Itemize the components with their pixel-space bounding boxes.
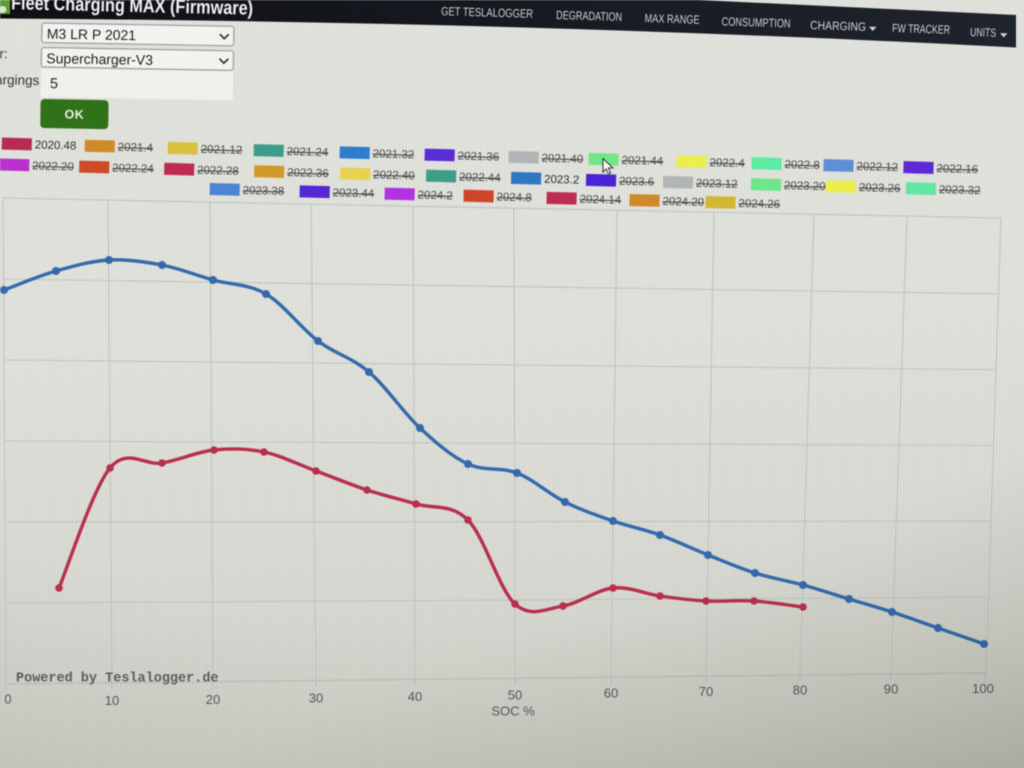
svg-text:GET TESLALOGGER: GET TESLALOGGER bbox=[441, 4, 534, 21]
svg-text:2024.26: 2024.26 bbox=[738, 198, 780, 211]
svg-text:DEGRADATION: DEGRADATION bbox=[556, 8, 622, 24]
svg-text:100: 100 bbox=[972, 681, 994, 696]
svg-text:2023.32: 2023.32 bbox=[939, 184, 981, 197]
svg-text:2022.4: 2022.4 bbox=[709, 157, 745, 170]
svg-text:2024.20: 2024.20 bbox=[662, 196, 704, 209]
svg-text:2022.8: 2022.8 bbox=[784, 159, 819, 172]
svg-text:CONSUMPTION: CONSUMPTION bbox=[721, 14, 790, 30]
svg-text:2022.28: 2022.28 bbox=[197, 165, 239, 178]
svg-text:5: 5 bbox=[50, 76, 58, 92]
svg-text:CHARGING: CHARGING bbox=[810, 18, 866, 34]
svg-text:r:: r: bbox=[0, 46, 8, 61]
svg-text:80: 80 bbox=[793, 683, 807, 698]
svg-text:2022.12: 2022.12 bbox=[856, 161, 898, 174]
svg-text:2023.20: 2023.20 bbox=[784, 180, 826, 193]
svg-text:10: 10 bbox=[105, 693, 119, 708]
svg-text:2023.38: 2023.38 bbox=[243, 185, 285, 198]
svg-text:Number of chargings: Number of chargings bbox=[0, 71, 40, 88]
svg-text:2022.40: 2022.40 bbox=[373, 169, 415, 182]
svg-text:Fleet Charging MAX (Firmware): Fleet Charging MAX (Firmware) bbox=[11, 0, 253, 20]
svg-text:50: 50 bbox=[508, 688, 522, 703]
svg-text:2023.6: 2023.6 bbox=[619, 176, 654, 189]
svg-text:SOC %: SOC % bbox=[491, 704, 535, 719]
svg-text:2022.24: 2022.24 bbox=[112, 162, 154, 175]
svg-text:2024.2: 2024.2 bbox=[417, 189, 452, 202]
svg-text:FW TRACKER: FW TRACKER bbox=[892, 21, 951, 37]
svg-text:2020.48: 2020.48 bbox=[35, 139, 77, 152]
svg-text:Powered by Teslalogger.de: Powered by Teslalogger.de bbox=[16, 672, 219, 687]
svg-text:2022.44: 2022.44 bbox=[459, 172, 501, 185]
svg-text:70: 70 bbox=[699, 684, 713, 699]
svg-text:2022.20: 2022.20 bbox=[32, 160, 74, 173]
svg-text:2022.36: 2022.36 bbox=[287, 167, 329, 180]
svg-text:0: 0 bbox=[4, 692, 11, 707]
svg-text:2021.32: 2021.32 bbox=[373, 148, 415, 161]
svg-text:2021.40: 2021.40 bbox=[541, 153, 583, 166]
svg-text:40: 40 bbox=[408, 689, 422, 704]
svg-text:90: 90 bbox=[884, 682, 898, 697]
svg-text:20: 20 bbox=[206, 692, 220, 707]
svg-text:30: 30 bbox=[309, 691, 323, 706]
svg-text:2023.2: 2023.2 bbox=[544, 174, 579, 187]
svg-text:2022.16: 2022.16 bbox=[936, 163, 978, 176]
svg-text:2023.26: 2023.26 bbox=[859, 182, 901, 195]
svg-text:2024.14: 2024.14 bbox=[579, 194, 621, 207]
svg-text:2023.12: 2023.12 bbox=[696, 178, 738, 191]
svg-text:Supercharger-V3: Supercharger-V3 bbox=[46, 50, 153, 68]
svg-text:2024.8: 2024.8 bbox=[496, 192, 531, 205]
svg-text:M3 LR P 2021: M3 LR P 2021 bbox=[47, 26, 137, 44]
svg-text:2021.24: 2021.24 bbox=[287, 146, 329, 159]
svg-text:2021.44: 2021.44 bbox=[621, 155, 663, 168]
svg-text:UNITS: UNITS bbox=[970, 25, 996, 40]
svg-text:60: 60 bbox=[604, 686, 618, 701]
svg-text:2021.4: 2021.4 bbox=[118, 142, 154, 155]
svg-text:2021.12: 2021.12 bbox=[201, 144, 243, 157]
svg-text:2023.44: 2023.44 bbox=[332, 187, 374, 200]
svg-text:MAX RANGE: MAX RANGE bbox=[644, 11, 699, 27]
svg-text:OK: OK bbox=[64, 107, 84, 121]
svg-text:2021.36: 2021.36 bbox=[457, 150, 499, 163]
